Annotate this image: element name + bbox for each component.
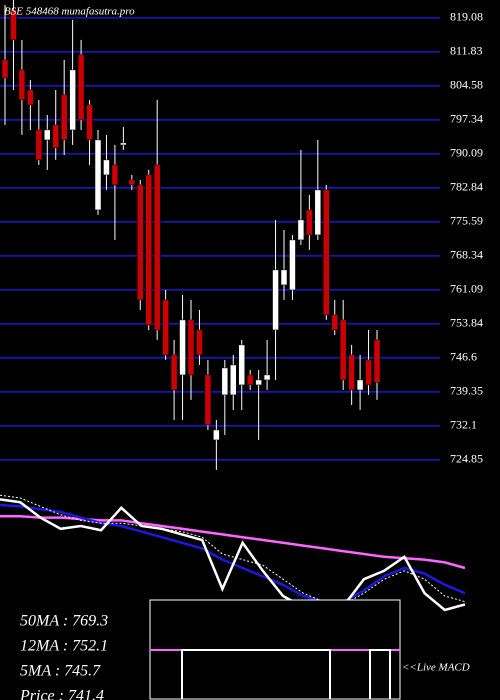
candle-body <box>170 354 178 391</box>
stat-label: 5MA : 745.7 <box>20 663 101 680</box>
candle-body <box>356 379 364 391</box>
candle-body <box>145 174 152 326</box>
candle-body <box>120 142 127 146</box>
candle-body <box>137 184 144 301</box>
candle-body <box>86 104 93 141</box>
candle-body <box>306 209 313 236</box>
y-tick-label: 782.84 <box>450 180 483 194</box>
candles <box>1 0 381 470</box>
y-tick-label: 790.09 <box>450 146 483 160</box>
candle-body <box>373 339 381 383</box>
stat-label: 12MA : 752.1 <box>20 638 108 655</box>
candle-body <box>272 269 279 331</box>
candle-body <box>60 94 68 141</box>
indicator-line <box>0 498 466 612</box>
candle-body <box>27 89 34 106</box>
candle-body <box>69 69 76 131</box>
y-tick-label: 811.83 <box>450 44 483 58</box>
indicator-line <box>0 494 466 605</box>
candle-body <box>280 269 288 286</box>
candle-body <box>213 429 220 441</box>
candle-body <box>314 189 322 236</box>
candle-body <box>196 329 203 356</box>
candle-body <box>77 54 85 121</box>
candle-body <box>221 367 229 396</box>
candle-body <box>94 139 102 211</box>
candle-body <box>103 159 110 176</box>
y-tick-label: 732.1 <box>450 418 477 432</box>
y-tick-label: 775.59 <box>450 214 483 228</box>
candle-body <box>339 319 347 381</box>
candle-body <box>238 344 245 386</box>
candle-body <box>187 319 195 376</box>
y-tick-label: 819.08 <box>450 10 483 24</box>
y-tick-label: 724.85 <box>450 452 483 466</box>
y-tick-label: 746.6 <box>450 350 477 364</box>
candle-body <box>18 69 26 101</box>
y-tick-label: 753.84 <box>450 316 483 330</box>
indicator-panel <box>0 494 466 612</box>
y-tick-label: 797.34 <box>450 112 483 126</box>
candle-body <box>365 359 372 386</box>
candle-body <box>297 219 305 241</box>
candle-body <box>323 189 330 316</box>
candle-body <box>246 374 254 386</box>
candle-body <box>263 374 271 381</box>
candle-body <box>162 299 169 356</box>
candle-body <box>289 239 296 291</box>
y-tick-label: 768.34 <box>450 248 483 262</box>
candle-body <box>230 364 237 396</box>
candle-body <box>179 319 186 376</box>
candle-body <box>1 59 9 79</box>
candle-body <box>331 314 338 331</box>
y-tick-label: 761.09 <box>450 282 483 296</box>
candle-body <box>128 179 136 186</box>
candle-body <box>153 164 161 331</box>
stat-label: 50MA : 769.3 <box>20 613 108 630</box>
candle-body <box>255 379 262 386</box>
candle-body <box>348 354 355 391</box>
candle-body <box>10 9 17 41</box>
y-tick-label: 804.58 <box>450 78 483 92</box>
candle-body <box>44 129 51 141</box>
candle-body <box>35 129 43 161</box>
chart-title: BSE 548468 munafasutra.pro <box>4 6 135 18</box>
stat-label: Price : 741.4 <box>19 688 104 700</box>
macd-bars <box>181 649 331 699</box>
macd-label: <<Live MACD <box>402 662 470 674</box>
indicator-line <box>0 514 466 570</box>
candle-body <box>52 124 59 149</box>
candle-body <box>111 164 119 186</box>
macd-bars <box>369 649 391 699</box>
y-tick-label: 739.35 <box>450 384 483 398</box>
candle-body <box>204 374 212 426</box>
